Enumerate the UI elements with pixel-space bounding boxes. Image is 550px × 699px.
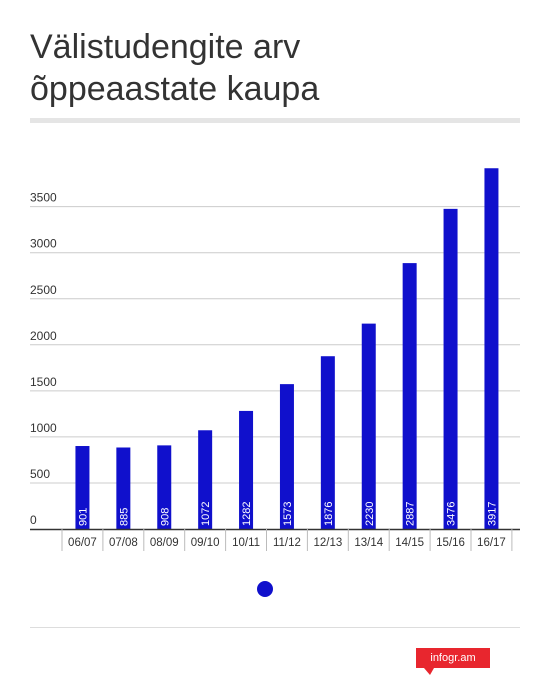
bar <box>75 446 90 529</box>
x-tick-label: 09/10 <box>191 537 220 549</box>
x-tick-label: 16/17 <box>477 537 506 549</box>
bar <box>157 445 172 529</box>
legend-marker[interactable] <box>257 581 273 597</box>
chart-title: Välistudengite arv õppeaastate kaupa <box>30 26 520 110</box>
chart-title-line-2: õppeaastate kaupa <box>30 70 320 108</box>
x-tick-label: 10/11 <box>232 537 260 549</box>
bar <box>402 263 417 529</box>
bar <box>239 410 254 529</box>
brand-logo[interactable]: infogr.am <box>416 648 490 668</box>
bar-value-label: 1282 <box>241 502 253 526</box>
bar-value-label: 1876 <box>323 502 335 526</box>
y-tick-label: 2000 <box>30 329 57 343</box>
y-tick-label: 0 <box>30 513 37 527</box>
y-tick-label: 3000 <box>30 237 57 251</box>
bar-value-label: 908 <box>159 508 171 526</box>
bar <box>116 447 131 529</box>
brand-logo-tail <box>424 668 434 675</box>
bar <box>484 168 499 529</box>
bar-value-label: 3917 <box>486 502 498 526</box>
title-divider <box>30 118 520 123</box>
bar <box>443 208 458 529</box>
x-tick-label: 15/16 <box>436 537 465 549</box>
x-tick-label: 11/12 <box>273 537 301 549</box>
bar-value-label: 1072 <box>200 502 212 526</box>
bar-value-label: 2230 <box>364 502 376 526</box>
y-tick-label: 2500 <box>30 283 57 297</box>
x-tick-label: 13/14 <box>354 537 383 549</box>
y-tick-label: 1000 <box>30 421 57 435</box>
bar-value-label: 3476 <box>446 502 458 526</box>
bar-value-label: 885 <box>118 508 130 526</box>
chart-title-line-1: Välistudengite arv <box>30 28 301 66</box>
y-tick-label: 3500 <box>30 191 57 205</box>
x-tick-label: 14/15 <box>395 537 424 549</box>
x-tick-label: 06/07 <box>68 537 97 549</box>
x-tick-label: 12/13 <box>313 537 342 549</box>
bar <box>320 356 335 529</box>
bar <box>279 384 294 529</box>
x-tick-label: 08/09 <box>150 537 179 549</box>
bar-value-label: 2887 <box>405 502 417 526</box>
bar <box>361 323 376 529</box>
y-tick-label: 1500 <box>30 375 57 389</box>
y-tick-label: 500 <box>30 467 50 481</box>
x-tick-label: 07/08 <box>109 537 138 549</box>
bar-value-label: 901 <box>77 508 89 526</box>
bar-value-label: 1573 <box>282 502 294 526</box>
bar <box>198 430 213 529</box>
footer-divider <box>30 627 520 628</box>
